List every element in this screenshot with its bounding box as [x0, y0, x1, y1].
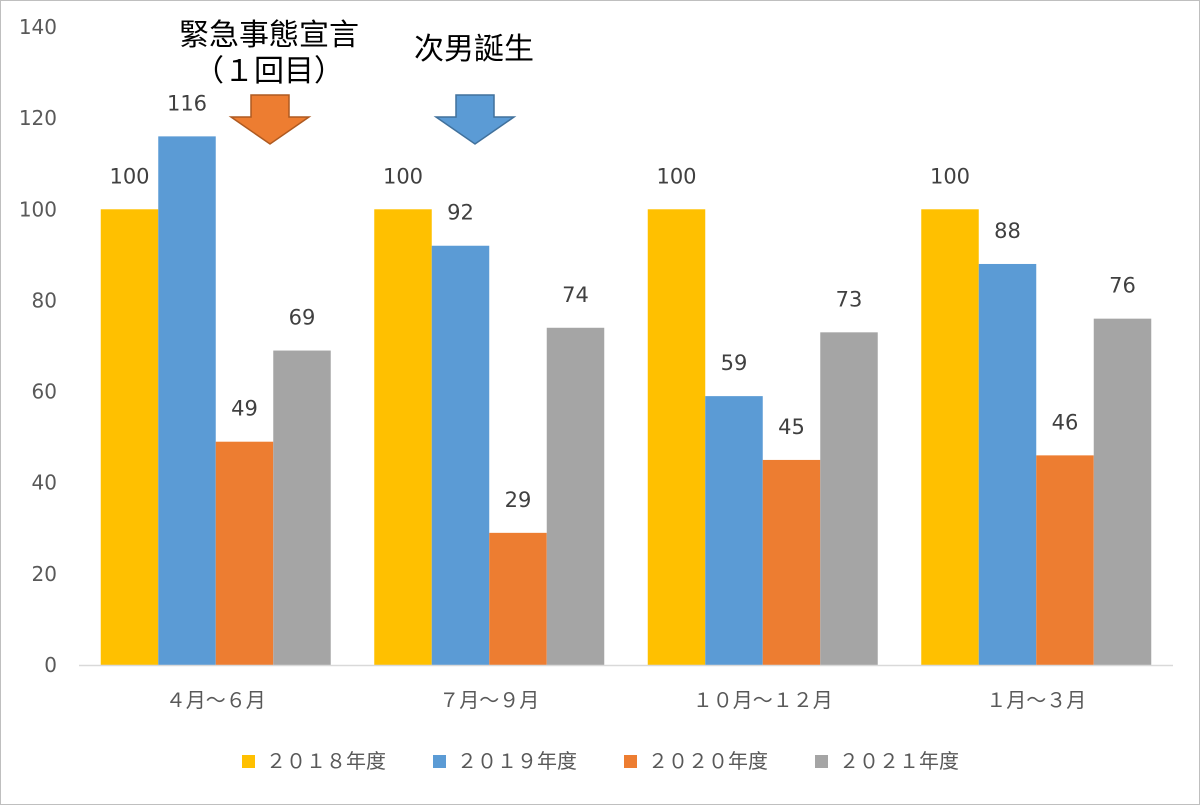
- y-tick-label: 60: [32, 380, 57, 404]
- bar: [647, 209, 706, 666]
- annotations: 緊急事態宣言 （１回目） 次男誕生: [179, 18, 534, 145]
- x-tick-label: ４月～６月: [166, 688, 266, 712]
- down-arrow-icon: [228, 94, 312, 145]
- legend-label: ２０１８年度: [266, 749, 386, 773]
- bar: [1036, 455, 1094, 665]
- data-label: 100: [930, 164, 970, 188]
- data-label: 100: [383, 164, 423, 188]
- bar: [1093, 318, 1152, 665]
- data-label: 88: [994, 219, 1021, 243]
- annotation-emergency-title: 緊急事態宣言: [179, 18, 359, 53]
- y-axis: 0 20 40 60 80 100 120 140: [19, 15, 57, 677]
- legend-label: ２０２１年度: [839, 749, 959, 773]
- y-tick-label: 40: [32, 471, 57, 495]
- bar: [431, 245, 490, 665]
- x-tick-label: ７月～９月: [439, 688, 539, 712]
- data-label: 45: [778, 415, 805, 439]
- y-tick-label: 20: [32, 562, 57, 586]
- legend-swatch: [815, 755, 828, 768]
- bar: [762, 459, 821, 665]
- y-tick-label: 80: [32, 288, 57, 312]
- data-label: 116: [167, 91, 207, 115]
- legend-label: ２０２０年度: [648, 749, 768, 773]
- data-labels: 100 116 49 69 100 92 29 74 100 59 45 73 100 88 46 76: [109, 91, 1135, 511]
- data-label: 100: [656, 164, 696, 188]
- bar: [489, 532, 547, 665]
- legend-swatch: [433, 755, 446, 768]
- annotation-birth-title: 次男誕生: [414, 32, 534, 67]
- bar: [820, 332, 878, 665]
- legend-swatch: [624, 755, 637, 768]
- x-axis: ４月～６月 ７月～９月 １０月～１２月 １月～３月: [166, 688, 1087, 712]
- data-label: 69: [289, 306, 316, 330]
- bars: [100, 136, 1152, 666]
- legend-swatch: [242, 755, 255, 768]
- data-label: 29: [505, 488, 532, 512]
- bar: [705, 396, 763, 665]
- legend-label: ２０１９年度: [457, 749, 577, 773]
- bar: [978, 263, 1037, 665]
- y-tick-label: 0: [44, 653, 57, 677]
- data-label: 49: [231, 397, 258, 421]
- down-arrow-icon: [433, 94, 517, 145]
- data-label: 46: [1052, 410, 1079, 434]
- bar: [273, 350, 331, 665]
- bar: [158, 136, 216, 665]
- bar: [215, 441, 274, 665]
- data-label: 100: [109, 164, 149, 188]
- data-label: 76: [1109, 274, 1136, 298]
- data-label: 74: [562, 283, 589, 307]
- x-tick-label: １月～３月: [986, 688, 1086, 712]
- bar: [921, 209, 979, 666]
- bar: [546, 327, 605, 665]
- bar: [374, 209, 432, 666]
- y-tick-label: 140: [19, 15, 57, 39]
- x-tick-label: １０月～１２月: [693, 688, 833, 712]
- y-tick-label: 120: [19, 106, 57, 130]
- data-label: 73: [836, 287, 863, 311]
- bar: [100, 209, 159, 666]
- y-tick-label: 100: [19, 197, 57, 221]
- data-label: 92: [447, 201, 474, 225]
- legend: ２０１８年度 ２０１９年度 ２０２０年度 ２０２１年度: [242, 749, 959, 773]
- annotation-emergency-subtitle: （１回目）: [194, 54, 344, 89]
- data-label: 59: [721, 351, 748, 375]
